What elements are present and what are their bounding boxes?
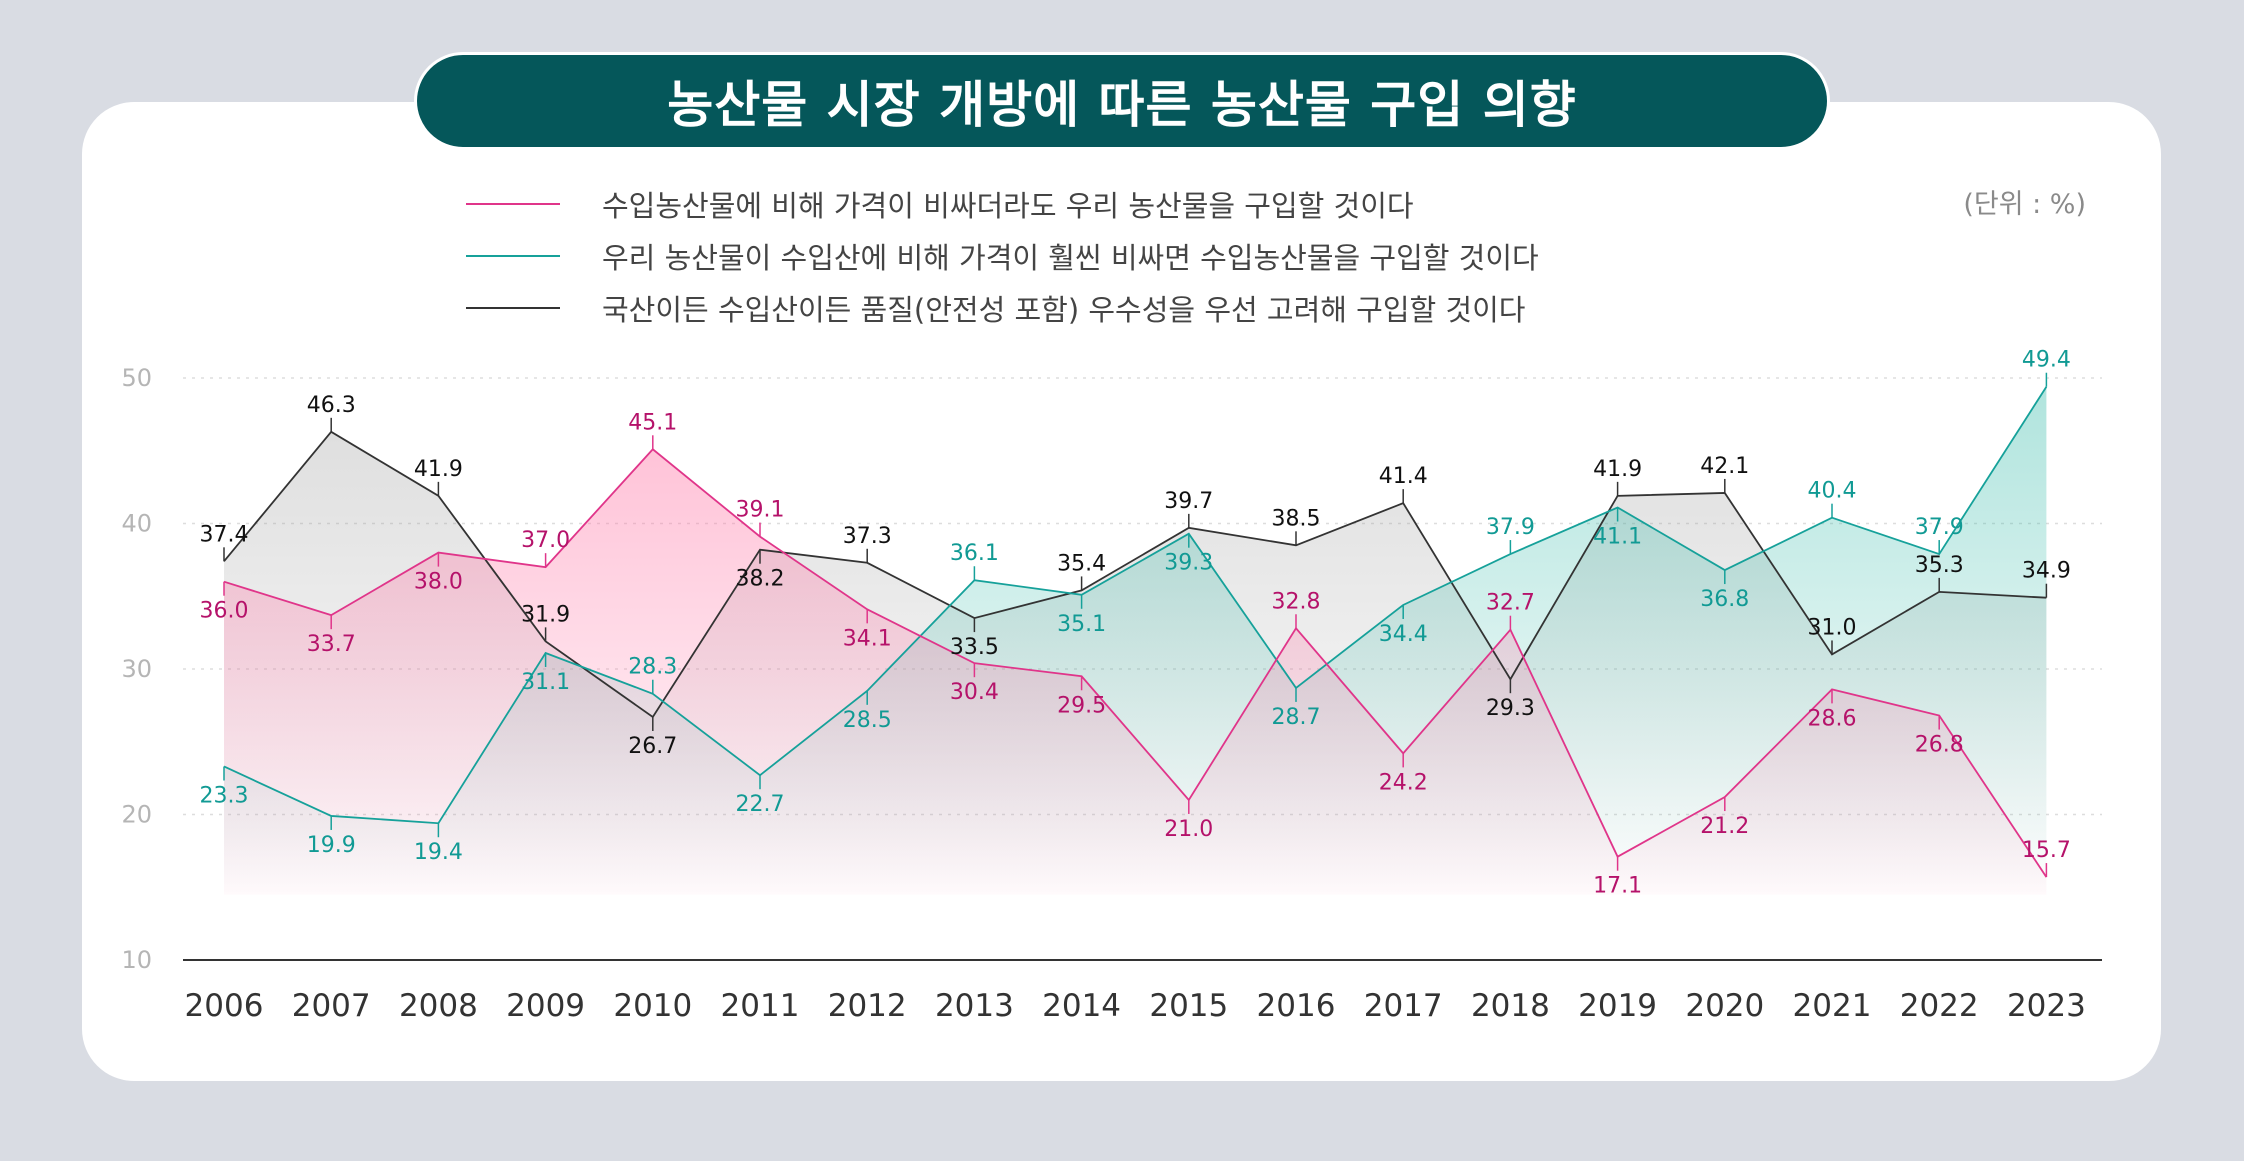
data-label-teal: 28.7	[1272, 705, 1321, 730]
data-label-teal: 37.9	[1486, 515, 1535, 540]
data-label-black: 37.3	[843, 524, 892, 549]
legend: 수입농산물에 비해 가격이 비싸더라도 우리 농산물을 구입할 것이다 우리 농…	[466, 178, 1539, 334]
data-label-black: 42.1	[1700, 454, 1749, 479]
axes: 2006 2007 2008 2009 2010 2011 2012 2013 2014 2015…	[183, 959, 2102, 1024]
data-label-black: 33.5	[950, 635, 999, 660]
data-label-teal: 19.9	[307, 833, 356, 858]
data-label-black: 41.9	[1593, 457, 1642, 482]
x-tick-label: 2013	[935, 988, 1014, 1024]
data-label-pink: 36.0	[200, 599, 249, 624]
data-label-black: 41.4	[1379, 464, 1428, 489]
data-label-teal: 35.1	[1057, 612, 1106, 637]
x-tick-label: 2019	[1578, 988, 1657, 1024]
x-tick-label: 2012	[828, 988, 907, 1024]
data-label-teal: 49.4	[2022, 348, 2071, 373]
x-tick-label: 2020	[1685, 988, 1764, 1024]
data-label-black: 35.4	[1057, 551, 1106, 576]
data-label-pink: 26.8	[1915, 733, 1964, 758]
series-line-black	[223, 430, 2047, 719]
data-label-teal: 40.4	[1808, 479, 1857, 504]
x-tick-label: 2021	[1793, 988, 1872, 1024]
data-label-teal: 31.1	[521, 670, 570, 695]
data-labels: 37.4 46.3 41.9 31.9 26.7 38.2 37.3 33.5 35.4 39.7…	[200, 348, 2071, 899]
data-label-pink: 32.8	[1272, 589, 1321, 614]
grid: 10 20 30 40 50	[121, 364, 2102, 974]
x-tick-label: 2017	[1364, 988, 1443, 1024]
data-label-black: 37.4	[200, 522, 249, 547]
data-label-teal: 23.3	[200, 783, 249, 808]
data-label-pink: 21.0	[1164, 817, 1213, 842]
data-label-pink: 32.7	[1486, 591, 1535, 616]
data-label-black: 35.3	[1915, 553, 1964, 578]
x-tick-label: 2015	[1149, 988, 1228, 1024]
legend-label-pink: 수입농산물에 비해 가격이 비싸더라도 우리 농산물을 구입할 것이다	[602, 189, 1414, 223]
legend-item-black: 국산이든 수입산이든 품질(안전성 포함) 우수성을 우선 고려해 구입할 것이…	[466, 282, 1539, 334]
unit-label: (단위 : %)	[1963, 189, 2086, 220]
data-label-black: 46.3	[307, 393, 356, 418]
data-label-pink: 45.1	[628, 410, 677, 435]
series-lines	[223, 372, 2048, 878]
data-label-black: 34.9	[2022, 559, 2071, 584]
data-label-pink: 28.6	[1808, 706, 1857, 731]
data-label-pink: 21.2	[1700, 814, 1749, 839]
y-tick-label: 40	[121, 510, 152, 538]
data-label-teal: 28.3	[628, 655, 677, 680]
data-label-pink: 37.0	[521, 528, 570, 553]
series-line-teal	[223, 386, 2048, 825]
area-pink	[224, 449, 2047, 895]
data-label-black: 38.5	[1272, 506, 1321, 531]
series-line-pink	[223, 448, 2048, 878]
x-tick-label: 2022	[1900, 988, 1979, 1024]
data-label-teal: 19.4	[414, 840, 463, 865]
data-label-teal: 41.1	[1593, 524, 1642, 549]
legend-item-teal: 우리 농산물이 수입산에 비해 가격이 훨씬 비싸면 수입농산물을 구입할 것이…	[466, 230, 1539, 282]
data-label-teal: 36.1	[950, 541, 999, 566]
data-label-teal: 34.4	[1379, 622, 1428, 647]
y-tick-label: 10	[121, 946, 152, 974]
data-label-pink: 15.7	[2022, 838, 2071, 863]
data-label-teal: 37.9	[1915, 515, 1964, 540]
data-label-teal: 28.5	[843, 708, 892, 733]
data-label-pink: 29.5	[1057, 693, 1106, 718]
data-label-teal: 36.8	[1700, 587, 1749, 612]
data-label-pink: 17.1	[1593, 874, 1642, 899]
data-label-pink: 39.1	[736, 498, 785, 523]
x-tick-label: 2007	[292, 988, 371, 1024]
data-label-pink: 33.7	[307, 632, 356, 657]
data-label-black: 29.3	[1486, 696, 1535, 721]
data-label-pink: 24.2	[1379, 770, 1428, 795]
x-tick-label: 2018	[1471, 988, 1550, 1024]
data-label-black: 26.7	[628, 734, 677, 759]
data-label-black: 31.9	[521, 602, 570, 627]
legend-swatch-black	[466, 307, 560, 309]
x-tick-label: 2014	[1042, 988, 1121, 1024]
legend-swatch-teal	[466, 255, 560, 257]
x-tick-label: 2006	[185, 988, 264, 1024]
data-label-teal: 22.7	[736, 792, 785, 817]
x-tick-label: 2016	[1257, 988, 1336, 1024]
data-label-pink: 34.1	[843, 626, 892, 651]
data-label-black: 39.7	[1164, 489, 1213, 514]
y-tick-label: 50	[121, 364, 152, 392]
y-tick-label: 20	[121, 801, 152, 829]
data-label-pink: 38.0	[414, 570, 463, 595]
x-tick-label: 2023	[2007, 988, 2086, 1024]
area-fills	[224, 386, 2047, 895]
legend-label-teal: 우리 농산물이 수입산에 비해 가격이 훨씬 비싸면 수입농산물을 구입할 것이…	[602, 241, 1539, 275]
data-label-pink: 30.4	[950, 680, 999, 705]
y-tick-label: 30	[121, 655, 152, 683]
data-label-teal: 39.3	[1164, 551, 1213, 576]
legend-item-pink: 수입농산물에 비해 가격이 비싸더라도 우리 농산물을 구입할 것이다	[466, 178, 1539, 230]
x-tick-label: 2011	[721, 988, 800, 1024]
x-tick-label: 2009	[506, 988, 585, 1024]
chart-title: 농산물 시장 개방에 따른 농산물 구입 의향	[414, 52, 1830, 150]
legend-swatch-pink	[466, 203, 560, 205]
legend-label-black: 국산이든 수입산이든 품질(안전성 포함) 우수성을 우선 고려해 구입할 것이…	[602, 293, 1526, 327]
x-tick-label: 2010	[613, 988, 692, 1024]
data-label-black: 41.9	[414, 457, 463, 482]
data-label-black: 38.2	[736, 567, 785, 592]
data-label-black: 31.0	[1808, 615, 1857, 640]
x-tick-label: 2008	[399, 988, 478, 1024]
